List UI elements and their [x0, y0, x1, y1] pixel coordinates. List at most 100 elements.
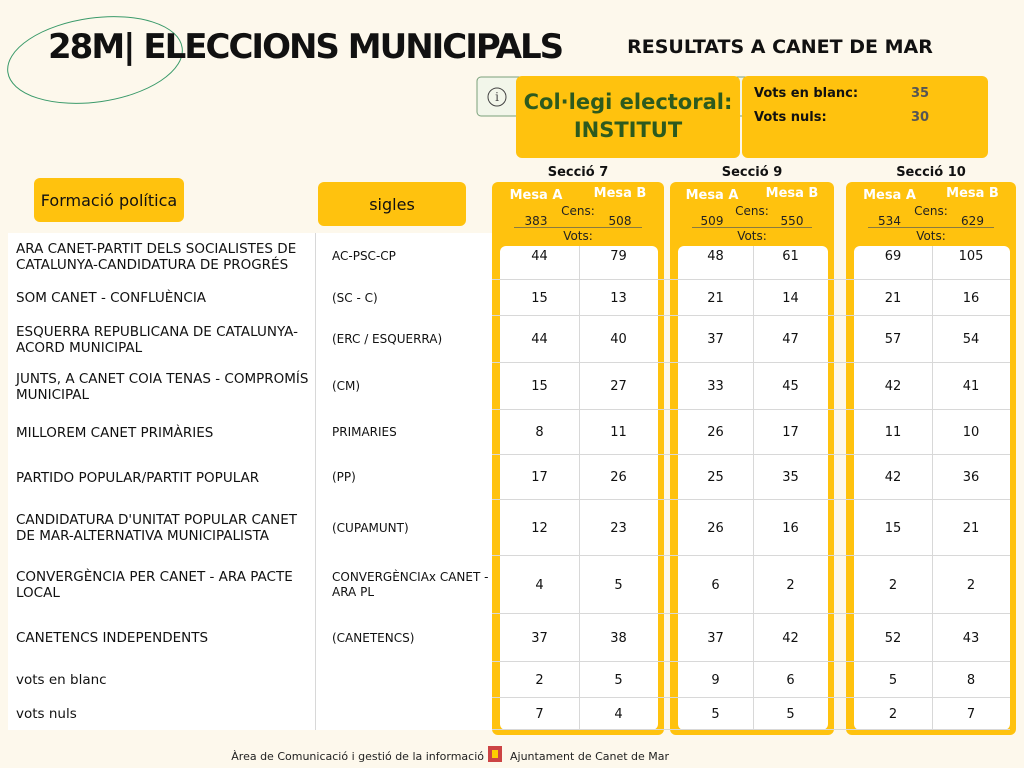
summary-label: Vots nuls:: [754, 109, 827, 125]
vote-cell: 45: [782, 379, 799, 394]
mesa-census: 383: [524, 214, 548, 228]
vote-cell: 42: [884, 470, 902, 485]
party-cell: MILLOREM CANET PRIMÀRIES: [8, 410, 316, 455]
vote-cell: 47: [782, 332, 799, 347]
row-line: [8, 409, 1010, 410]
vote-cell: 79: [610, 249, 627, 264]
row-line: [8, 555, 1010, 556]
mesa-census: 508: [608, 214, 632, 228]
row-line: [8, 362, 1010, 363]
vote-cell: 5: [711, 706, 720, 722]
acronym-header: sigles: [318, 182, 466, 226]
vote-cell: 26: [707, 425, 724, 440]
vote-cell: 15: [531, 379, 548, 394]
title: 28M| ELECCIONS MUNICIPALS: [48, 27, 564, 67]
mesa-census: 509: [700, 214, 724, 228]
vote-cell: 21: [962, 520, 980, 536]
vote-cell: 8: [966, 672, 976, 688]
acronym-cell: (PP): [316, 455, 492, 500]
mesa-census: 534: [878, 214, 901, 228]
divider: [868, 227, 994, 228]
vote-cell: 2: [888, 706, 898, 722]
acronym-cell: (CANETENCS): [316, 614, 492, 662]
summary-box: [742, 76, 988, 158]
votes-label: Vots:: [916, 229, 946, 243]
vote-cell: 10: [962, 425, 980, 440]
vote-cell: 11: [884, 425, 902, 440]
acronym-cell: [316, 662, 492, 698]
subtitle: RESULTATS A CANET DE MAR: [627, 36, 933, 58]
party-cell: ESQUERRA REPUBLICANA DE CATALUNYA-ACORD …: [8, 316, 316, 363]
vote-cell: 41: [962, 379, 980, 394]
divider: [514, 227, 642, 228]
acronym-cell: PRIMARIES: [316, 410, 492, 455]
census-label: Cens:: [561, 204, 595, 218]
vote-cell: 40: [610, 332, 627, 347]
vote-cell: 16: [782, 520, 799, 536]
vote-cell: 2: [966, 577, 976, 593]
vote-cell: 8: [535, 425, 544, 440]
acronym-cell: (CM): [316, 363, 492, 410]
vote-cell: 23: [610, 520, 627, 536]
summary-value: 35: [910, 85, 930, 101]
mesa-name: Mesa A: [863, 187, 916, 203]
row-line: [8, 661, 1010, 662]
party-cell: CONVERGÈNCIA PER CANET - ARA PACTE LOCAL: [8, 556, 316, 614]
college-box: [516, 76, 740, 158]
mesa-name: Mesa B: [946, 185, 999, 201]
party-cell: JUNTS, A CANET COIA TENAS - COMPROMÍS MU…: [8, 363, 316, 410]
college-label: Col·legi electoral:: [523, 90, 733, 114]
vote-cell: 5: [614, 672, 623, 688]
mesa-name: Mesa A: [685, 187, 739, 203]
vote-cell: 38: [610, 630, 627, 646]
party-cell: vots en blanc: [8, 662, 316, 698]
vote-cell: 9: [711, 672, 720, 688]
vote-cell: 15: [531, 290, 548, 306]
row-line: [8, 499, 1010, 500]
row-line: [8, 454, 1010, 455]
summary-label: Vots en blanc:: [754, 85, 859, 101]
vote-cell: 26: [610, 470, 627, 485]
vote-cell: 14: [782, 290, 799, 306]
vote-cell: 26: [707, 520, 724, 536]
party-cell: ARA CANET-PARTIT DELS SOCIALISTES DE CAT…: [8, 233, 316, 280]
section-name: Secció 7: [547, 164, 609, 180]
acronym-cell: [316, 698, 492, 730]
vote-cell: 15: [884, 520, 902, 536]
vote-cell: 27: [610, 379, 627, 394]
panel-split: [753, 246, 754, 730]
mesa-name: Mesa A: [509, 187, 563, 203]
divider: [692, 227, 812, 228]
vote-cell: 37: [707, 630, 724, 646]
mesa-census: 550: [780, 214, 804, 228]
summary-value: 30: [910, 109, 930, 125]
mesa-name: Mesa B: [765, 185, 819, 201]
row-line: [8, 697, 1010, 698]
row-line: [8, 729, 1010, 730]
vote-cell: 105: [958, 249, 984, 264]
vote-cell: 2: [535, 672, 544, 688]
acronym-cell: CONVERGÈNCIAx CANET - ARA PL: [316, 556, 492, 614]
mesa-name: Mesa B: [593, 185, 647, 201]
vote-cell: 6: [711, 577, 720, 593]
vote-cell: 52: [884, 630, 902, 646]
vote-cell: 5: [786, 706, 795, 722]
vote-cell: 48: [707, 249, 724, 264]
vote-cell: 69: [884, 249, 902, 264]
vote-cell: 37: [531, 630, 548, 646]
vote-cell: 16: [962, 290, 980, 306]
vote-cell: 61: [782, 249, 799, 264]
panel-split: [579, 246, 580, 730]
acronym-cell: (CUPAMUNT): [316, 500, 492, 556]
vote-cell: 21: [884, 290, 902, 306]
svg-text:i: i: [495, 90, 499, 104]
vote-cell: 35: [782, 470, 799, 485]
vote-cell: 5: [888, 672, 898, 688]
vote-cell: 2: [786, 577, 795, 593]
vote-cell: 6: [786, 672, 795, 688]
vote-cell: 25: [707, 470, 724, 485]
vote-cell: 42: [782, 630, 799, 646]
vote-cell: 54: [962, 332, 980, 347]
party-cell: PARTIDO POPULAR/PARTIT POPULAR: [8, 455, 316, 500]
